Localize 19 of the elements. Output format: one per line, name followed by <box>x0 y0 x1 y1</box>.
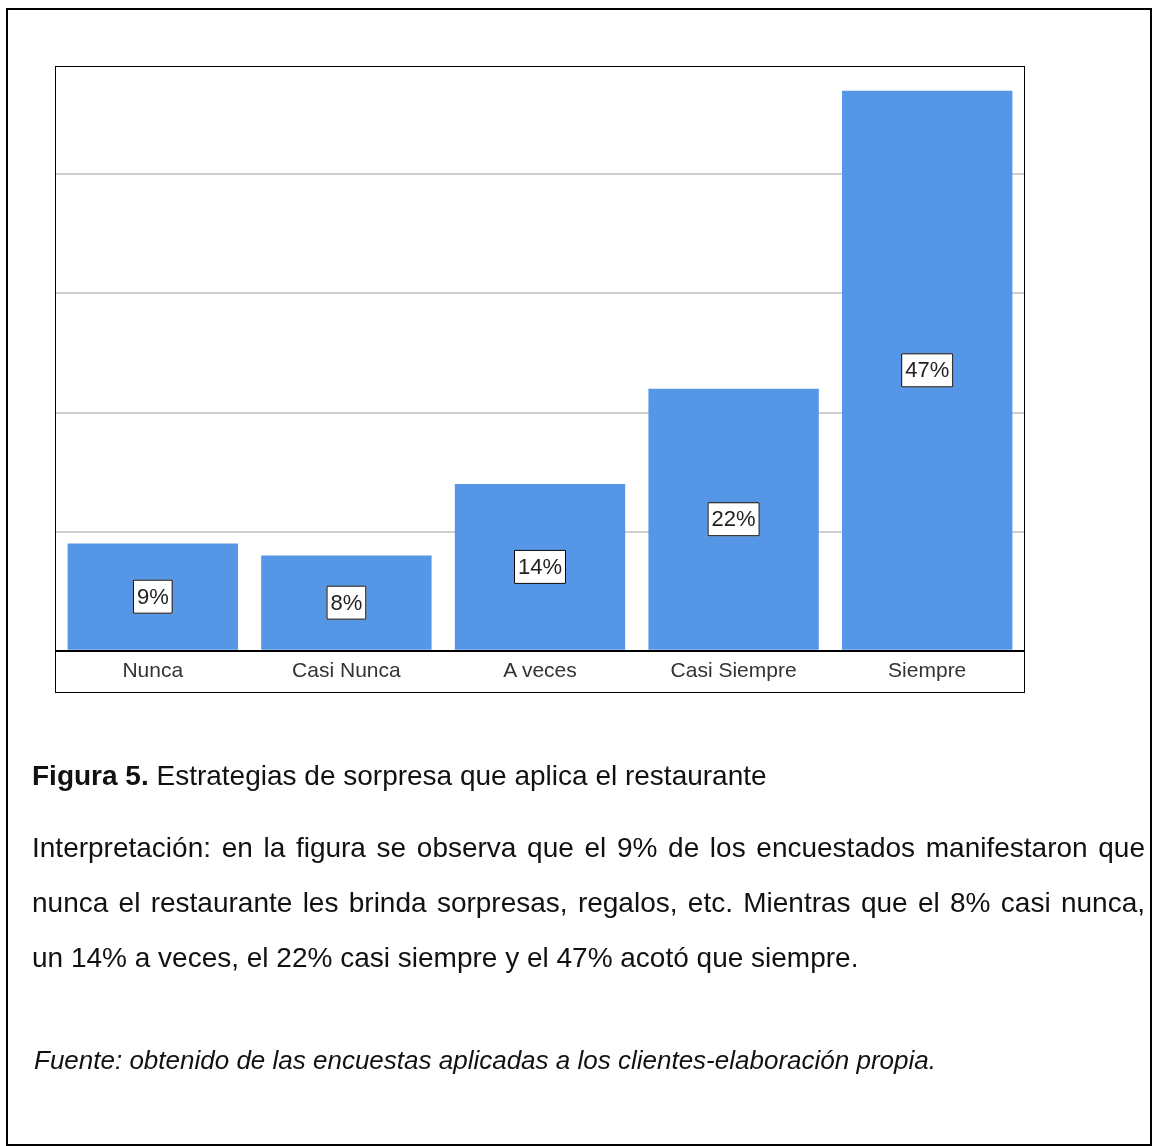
data-label: 8% <box>330 589 363 615</box>
source-note: Fuente: obtenido de las encuestas aplicadas a los clientes-elaboración propia. <box>34 1045 936 1076</box>
bar <box>648 388 819 650</box>
x-tick-label: Casi Siempre <box>670 658 797 682</box>
bar <box>67 543 238 650</box>
text: Estrategias de sorpresa que aplica el restaurante <box>155 760 767 791</box>
data-label: 14% <box>517 553 563 579</box>
bar <box>261 555 432 650</box>
text: Figura 5. <box>32 760 149 791</box>
data-label: 47% <box>905 357 950 383</box>
data-label: 9% <box>136 583 169 609</box>
x-tick-label: Siempre <box>888 658 967 682</box>
x-tick-label: Nunca <box>122 658 184 682</box>
data-label: 22% <box>711 506 756 532</box>
x-tick-label: Casi Nunca <box>292 658 401 682</box>
bar <box>842 90 1013 650</box>
x-tick-label: A veces <box>503 658 577 682</box>
text: Interpretación: en la figura se observa que el 9% de los encuestados manifestaron que nunca el restaurante les brinda sorpresas, regalos, etc. Mientras que el 8% casi nunca, un 14% a veces, el 22% casi siempre y el 47% acotó que siempre. <box>32 831 1145 975</box>
bar <box>454 484 626 650</box>
